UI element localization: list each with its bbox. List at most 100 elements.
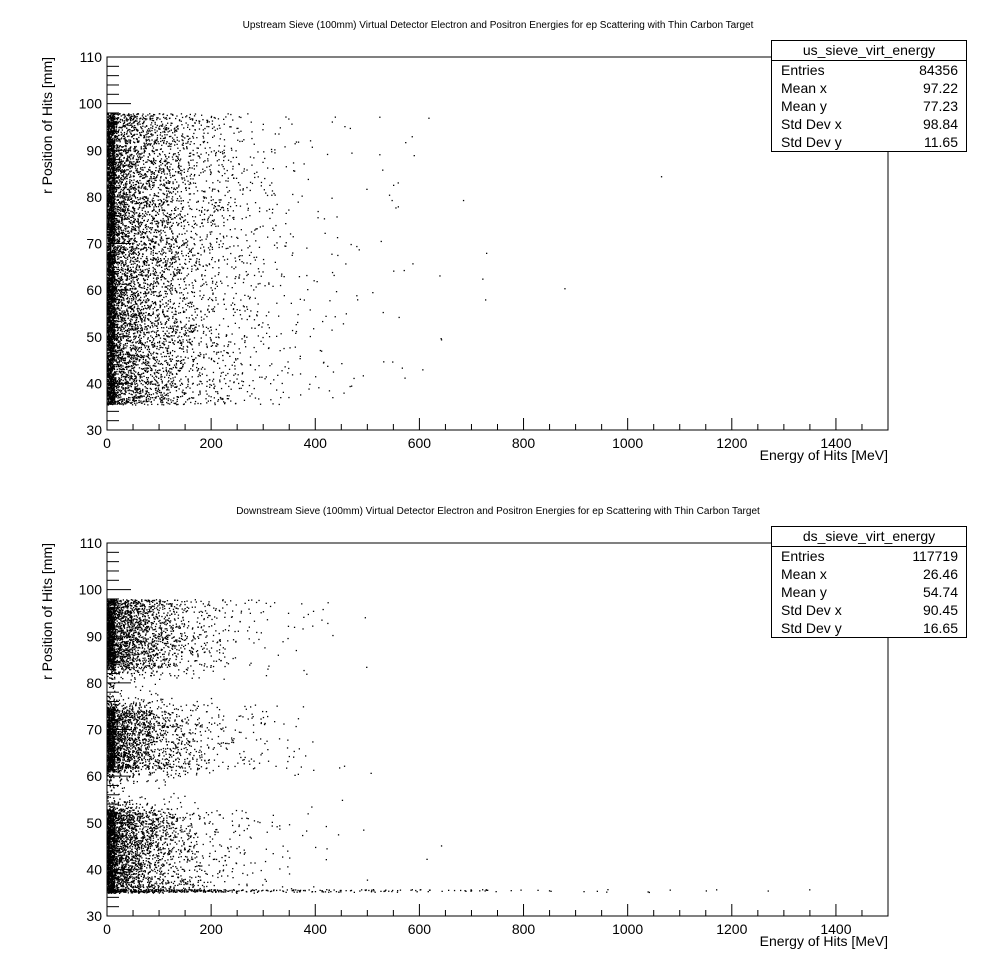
data-point [238,163,240,166]
data-point [173,128,175,130]
data-point [115,212,118,214]
data-point [171,368,173,370]
data-point [351,385,353,387]
data-point [188,320,190,322]
data-point [138,266,140,269]
data-point [192,255,194,257]
data-point [212,380,214,382]
data-point [154,194,156,196]
data-point [138,274,140,276]
data-point [123,193,125,195]
data-point [148,313,150,315]
data-point [156,174,159,176]
data-point [160,201,163,203]
data-point [191,331,194,333]
data-point [133,395,136,398]
data-point [199,214,201,216]
data-point [209,147,211,149]
data-point [122,197,124,200]
data-point [186,115,188,117]
data-point [160,260,162,262]
data-point [186,349,188,351]
data-point [164,360,166,362]
data-point [143,199,145,201]
data-point [156,356,158,358]
data-point [132,325,134,328]
data-point [128,221,130,223]
data-point [122,362,124,364]
data-point [138,283,141,286]
data-point [189,342,192,344]
data-point [135,128,138,130]
data-point [123,294,125,297]
data-point [146,202,148,205]
data-point [152,162,154,165]
data-point [215,297,217,299]
data-point [215,154,217,157]
data-point [135,376,137,378]
data-point [191,167,193,169]
data-point [153,345,156,347]
data-point [157,362,160,365]
data-point [138,261,140,263]
data-point [158,319,160,321]
data-point [159,169,161,172]
data-point [175,160,177,162]
data-point [119,276,121,278]
data-point [204,269,207,271]
data-point [136,382,138,385]
data-point [353,377,355,380]
data-point [121,279,123,281]
data-point [120,177,123,179]
data-point [147,304,149,307]
data-point [121,204,123,206]
data-point [141,197,143,199]
data-point [176,321,178,323]
data-point [179,217,181,219]
data-point [227,177,229,179]
data-point [142,384,144,386]
data-point [121,146,123,148]
data-point [141,236,143,238]
data-point [129,154,131,156]
data-point [134,292,137,294]
data-point [188,164,190,166]
data-point [140,249,142,251]
data-point [143,236,145,238]
data-point [116,226,118,229]
data-point [235,177,238,179]
data-point [136,260,138,262]
data-point [118,343,121,345]
data-point [209,214,212,216]
data-point [121,355,124,358]
data-point [161,327,163,329]
data-point [133,306,136,308]
data-point [138,216,140,218]
data-point [121,171,123,173]
data-point [142,228,145,231]
data-point [133,242,135,244]
data-point [159,230,161,232]
data-point [132,357,134,359]
data-point [136,332,139,334]
data-point [153,294,155,296]
data-point [190,250,192,252]
data-point [133,226,135,229]
data-point [150,283,152,285]
data-point [114,113,117,115]
data-point [138,201,140,204]
data-point [182,348,184,350]
data-point [275,224,277,227]
data-point [158,342,161,344]
data-point [131,161,133,163]
data-point [117,206,119,208]
data-point [182,307,184,309]
data-point [137,218,139,220]
data-point [193,227,195,229]
data-point [143,356,145,358]
data-point [184,179,186,181]
data-point [297,313,299,316]
data-point [232,210,234,212]
data-point [220,199,222,201]
data-point [120,252,122,254]
